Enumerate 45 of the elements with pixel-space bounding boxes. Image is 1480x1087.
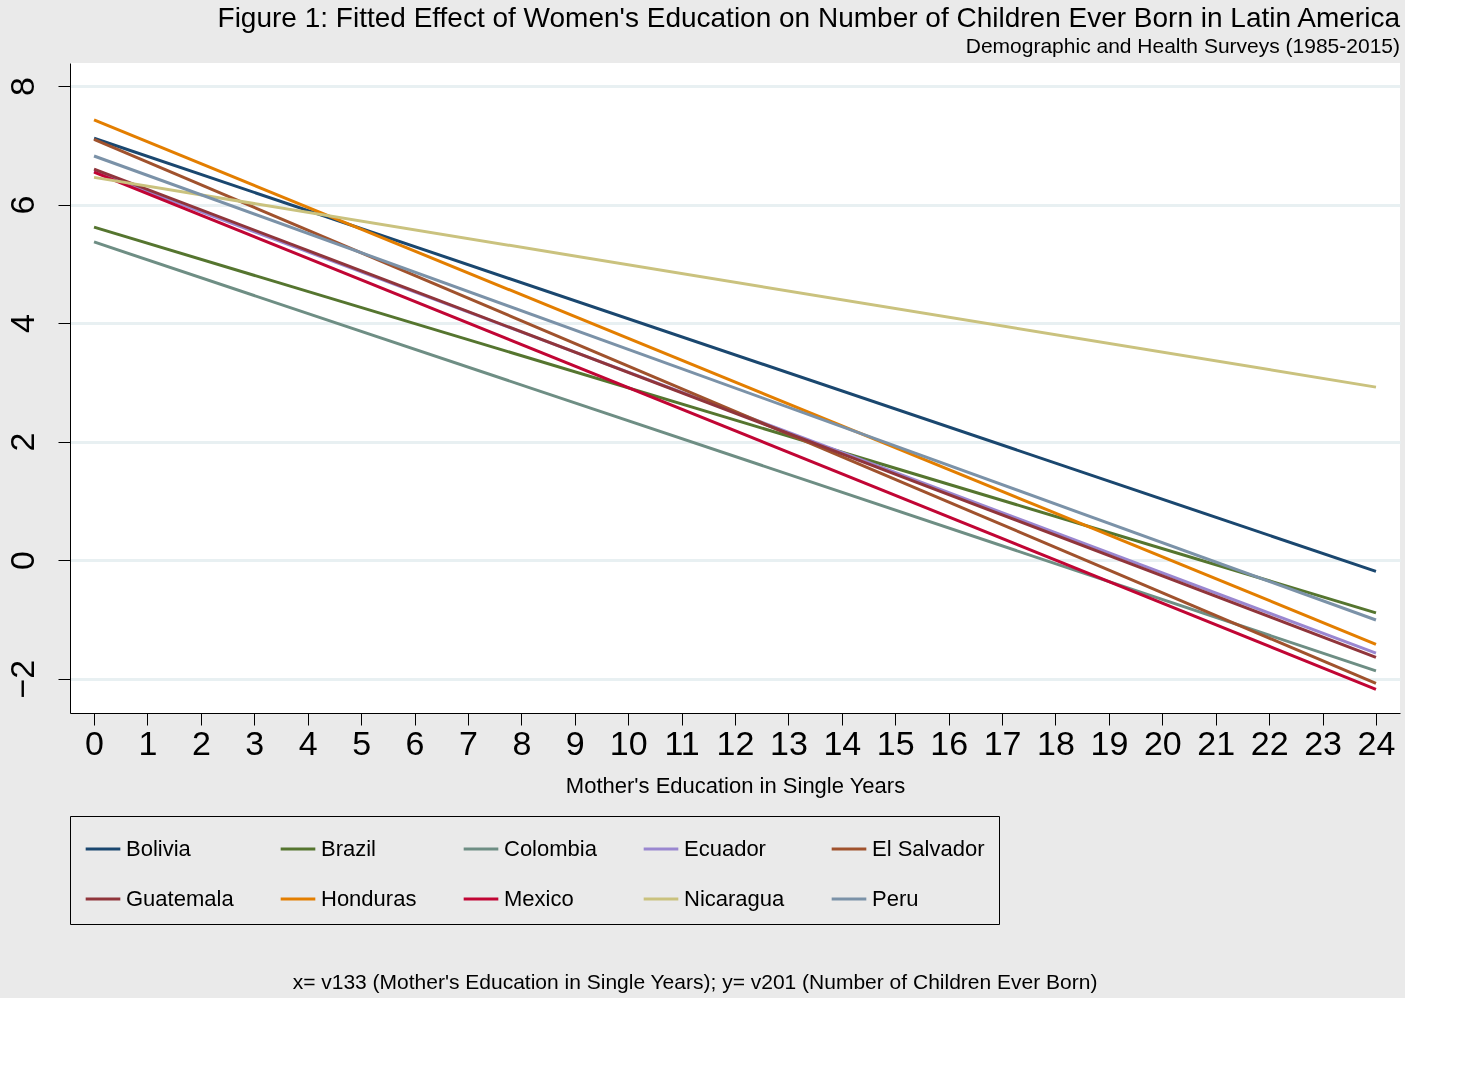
x-tick-label: 12 bbox=[716, 723, 755, 762]
x-tick-label: 21 bbox=[1197, 723, 1236, 762]
x-tick-label: 14 bbox=[823, 723, 862, 762]
legend-label: Mexico bbox=[504, 886, 574, 911]
x-tick-label: 11 bbox=[664, 723, 700, 762]
y-tick-label: 6 bbox=[2, 195, 41, 215]
legend-label: Honduras bbox=[321, 886, 417, 911]
chart-subtitle: Demographic and Health Surveys (1985-2015) bbox=[965, 34, 1400, 57]
x-tick-label: 4 bbox=[298, 723, 318, 762]
x-tick-label: 20 bbox=[1143, 723, 1182, 762]
legend-label: Guatemala bbox=[126, 886, 235, 911]
x-tick-label: 23 bbox=[1304, 723, 1342, 762]
x-tick-label: 18 bbox=[1037, 723, 1075, 762]
x-tick-label: 1 bbox=[138, 723, 158, 762]
legend-label: Brazil bbox=[321, 836, 377, 861]
x-tick-label: 5 bbox=[352, 723, 372, 762]
x-tick-label: 8 bbox=[512, 723, 532, 762]
legend-label: El Salvador bbox=[872, 836, 985, 861]
legend-label: Nicaragua bbox=[684, 886, 786, 911]
x-tick-label: 7 bbox=[458, 723, 478, 762]
y-tick-label: 0 bbox=[2, 551, 41, 571]
x-tick-label: 19 bbox=[1090, 723, 1129, 762]
x-tick-label: 22 bbox=[1250, 723, 1289, 762]
x-tick-label: 15 bbox=[876, 723, 915, 762]
x-axis-title: Mother's Education in Single Years bbox=[565, 772, 906, 798]
x-tick-label: 0 bbox=[85, 723, 104, 762]
x-tick-label: 2 bbox=[191, 723, 211, 762]
y-tick-label: 8 bbox=[2, 77, 41, 97]
y-tick-label: 2 bbox=[2, 432, 41, 452]
text: x= v133 (Mother's Education in Single Years); y= v201 (Number of Children Ever Born) bbox=[292, 970, 1098, 993]
legend-label: Ecuador bbox=[684, 836, 766, 861]
y-tick-label: −2 bbox=[2, 659, 41, 699]
x-tick-label: 3 bbox=[245, 723, 265, 762]
legend-label: Bolivia bbox=[126, 836, 192, 861]
x-tick-label: 10 bbox=[609, 723, 648, 762]
x-tick-label: 6 bbox=[405, 723, 425, 762]
legend-label: Colombia bbox=[504, 836, 598, 861]
x-tick-label: 24 bbox=[1357, 723, 1396, 762]
x-tick-label: 9 bbox=[565, 723, 585, 762]
y-tick-label: 4 bbox=[2, 314, 41, 334]
legend-label: Peru bbox=[872, 886, 919, 911]
x-tick-label: 17 bbox=[983, 723, 1022, 762]
x-tick-label: 16 bbox=[930, 723, 969, 762]
x-tick-label: 13 bbox=[770, 723, 808, 762]
chart-title: Figure 1: Fitted Effect of Women's Education on Number of Children Ever Born in Latin America bbox=[217, 2, 1401, 33]
